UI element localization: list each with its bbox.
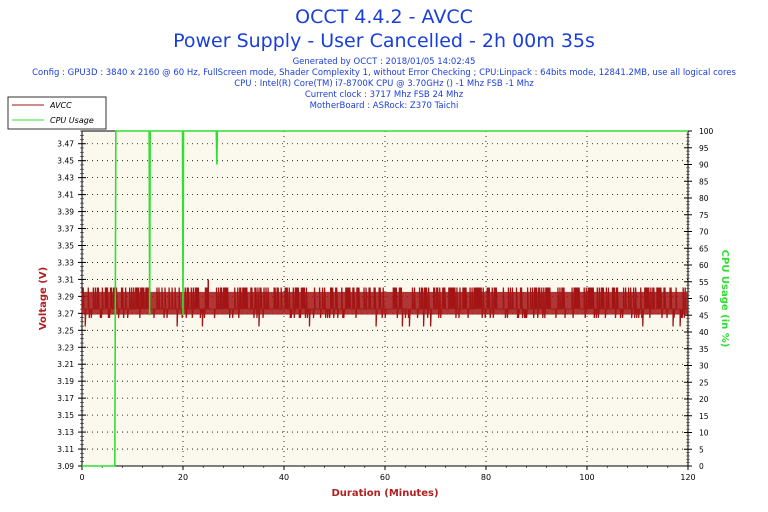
y2-tick-label: 5 xyxy=(699,445,704,454)
y2-tick-label: 40 xyxy=(699,328,709,337)
y2-tick-label: 30 xyxy=(699,362,709,371)
legend-avcc-label: AVCC xyxy=(49,101,72,110)
y-tick-label: 3.29 xyxy=(57,292,74,301)
y-tick-label: 3.15 xyxy=(57,411,74,420)
x-tick-label: 40 xyxy=(279,473,289,482)
y2-tick-label: 60 xyxy=(699,261,709,270)
info-config: Config : GPU3D : 3840 x 2160 @ 60 Hz, Fu… xyxy=(32,68,736,78)
y2-tick-label: 35 xyxy=(699,345,709,354)
y2-tick-label: 95 xyxy=(699,144,709,153)
y2-tick-label: 55 xyxy=(699,278,709,287)
y-tick-label: 3.45 xyxy=(57,157,74,166)
avcc-series-band xyxy=(82,291,688,315)
y2-tick-label: 70 xyxy=(699,228,709,237)
y2-tick-label: 10 xyxy=(699,429,709,438)
info-generated: Generated by OCCT : 2018/01/05 14:02:45 xyxy=(292,57,476,67)
x-tick-label: 100 xyxy=(579,473,594,482)
y2-tick-label: 75 xyxy=(699,211,709,220)
y2-tick-label: 65 xyxy=(699,244,709,253)
x-tick-label: 120 xyxy=(680,473,695,482)
y-axis-label: Voltage (V) xyxy=(38,267,49,330)
y-tick-label: 3.27 xyxy=(57,309,74,318)
x-tick-label: 20 xyxy=(178,473,188,482)
y2-tick-label: 20 xyxy=(699,395,709,404)
y2-tick-label: 50 xyxy=(699,295,709,304)
y-tick-label: 3.09 xyxy=(57,462,74,471)
y-tick-label: 3.11 xyxy=(57,445,74,454)
y-tick-label: 3.47 xyxy=(57,140,74,149)
x-tick-label: 80 xyxy=(481,473,491,482)
y-tick-label: 3.13 xyxy=(57,428,74,437)
chart-subtitle: Power Supply - User Cancelled - 2h 00m 3… xyxy=(173,30,595,52)
y-tick-label: 3.25 xyxy=(57,326,74,335)
info-clock: Current clock : 3717 Mhz FSB 24 Mhz xyxy=(304,90,464,100)
info-cpu: CPU : Intel(R) Core(TM) i7-8700K CPU @ 3… xyxy=(234,79,534,89)
x-axis-label: Duration (Minutes) xyxy=(331,488,438,499)
y2-tick-label: 90 xyxy=(699,161,709,170)
y2-tick-label: 0 xyxy=(699,462,704,471)
y2-tick-label: 85 xyxy=(699,177,709,186)
info-motherboard: MotherBoard : ASRock: Z370 Taichi xyxy=(309,101,459,111)
y-tick-label: 3.31 xyxy=(57,275,74,284)
y-tick-label: 3.23 xyxy=(57,343,74,352)
y-tick-label: 3.21 xyxy=(57,360,74,369)
y2-tick-label: 45 xyxy=(699,311,709,320)
legend-box xyxy=(7,96,107,130)
y2-tick-label: 100 xyxy=(699,127,714,136)
chart-title: OCCT 4.4.2 - AVCC xyxy=(295,6,473,28)
y2-axis-label: CPU Usage (in %) xyxy=(719,250,730,348)
y2-tick-label: 15 xyxy=(699,412,709,421)
y-tick-label: 3.39 xyxy=(57,208,74,217)
y-tick-label: 3.33 xyxy=(57,258,74,267)
y-tick-label: 3.19 xyxy=(57,377,74,386)
y-tick-label: 3.41 xyxy=(57,191,74,200)
y-tick-label: 3.43 xyxy=(57,174,74,183)
x-tick-label: 0 xyxy=(79,473,84,482)
legend-cpu-label: CPU Usage xyxy=(50,116,94,125)
y2-tick-label: 80 xyxy=(699,194,709,203)
x-tick-label: 60 xyxy=(380,473,390,482)
y-tick-label: 3.37 xyxy=(57,225,74,234)
y-tick-label: 3.17 xyxy=(57,394,74,403)
y2-tick-label: 25 xyxy=(699,378,709,387)
y-tick-label: 3.35 xyxy=(57,241,74,250)
cpu-usage-series-line xyxy=(82,130,688,467)
